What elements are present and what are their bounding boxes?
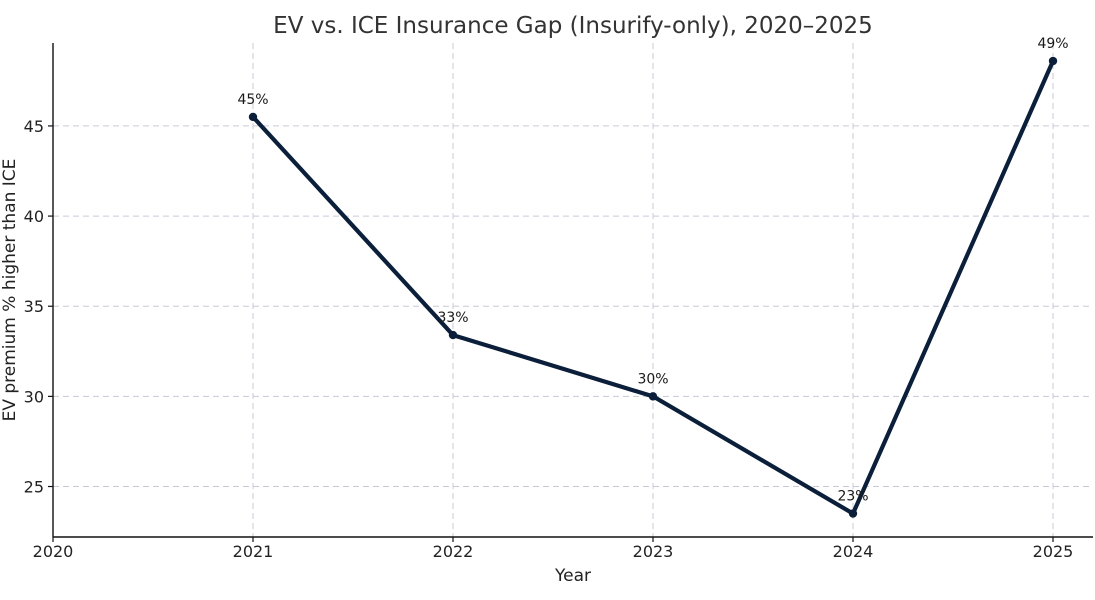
data-label: 49% — [1037, 36, 1068, 52]
data-point — [448, 330, 458, 340]
y-tick-label: 45 — [24, 117, 44, 136]
x-tick-label: 2025 — [1033, 542, 1074, 561]
y-tick-label: 40 — [24, 207, 44, 226]
data-point — [848, 509, 858, 518]
x-tick-label: 2023 — [633, 542, 674, 561]
series-layer — [248, 56, 1058, 518]
data-labels-layer: 45% 33% 30% 23% 49% — [237, 36, 1068, 505]
chart-title: EV vs. ICE Insurance Gap (Insurify-only)… — [273, 13, 873, 39]
x-tick-label: 2020 — [33, 542, 74, 561]
data-label: 45% — [237, 92, 268, 108]
x-axis-label: Year — [554, 566, 591, 586]
data-point — [248, 112, 258, 122]
x-tick-label: 2022 — [433, 542, 474, 561]
data-label: 30% — [637, 371, 668, 387]
y-axis-label: EV premium % higher than ICE — [0, 159, 20, 422]
data-label: 23% — [837, 489, 868, 505]
data-point — [1048, 56, 1058, 66]
x-tick-label: 2024 — [833, 542, 874, 561]
grid-layer — [53, 43, 1093, 537]
axes-layer: 2020 2021 2022 2023 2024 2025 25 30 35 40 45 — [24, 43, 1093, 561]
y-tick-label: 30 — [24, 387, 44, 406]
y-tick-label: 25 — [24, 478, 44, 497]
x-tick-label: 2021 — [233, 542, 274, 561]
data-label: 33% — [437, 310, 468, 326]
data-point — [648, 392, 658, 401]
y-tick-label: 35 — [24, 297, 44, 316]
